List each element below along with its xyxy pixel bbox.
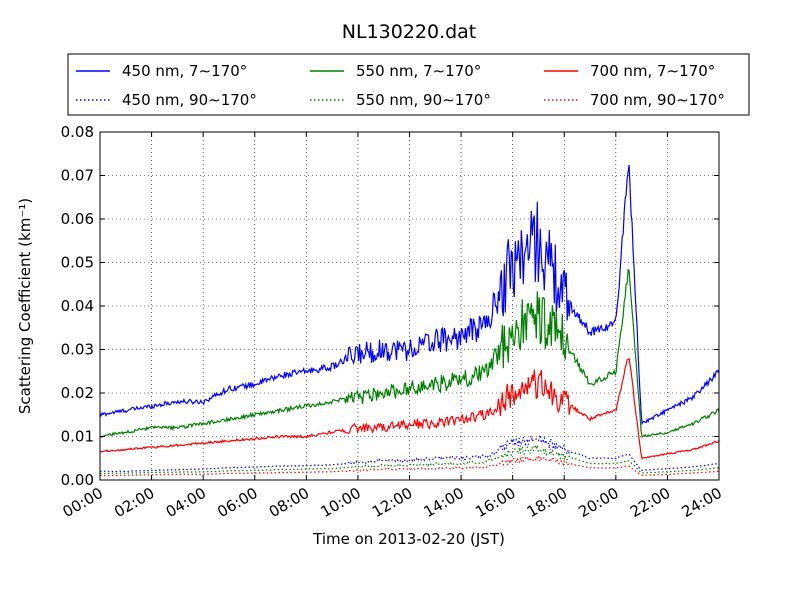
plot-area: 00:00 02:00 04:00 06:00 08:00 10:00 12:00 14:00… xyxy=(60,123,725,521)
legend-label: 450 nm, 90∼170° xyxy=(122,91,257,109)
x-tick-label: 06:00 xyxy=(214,484,260,521)
y-tick-label: 0.03 xyxy=(61,341,94,359)
x-tick-label: 02:00 xyxy=(111,484,157,521)
legend-label: 550 nm, 90∼170° xyxy=(356,91,491,109)
y-tick-label: 0.06 xyxy=(61,210,94,228)
y-tick-label: 0.00 xyxy=(61,471,94,489)
x-tick-label: 08:00 xyxy=(266,484,312,521)
x-axis-label: Time on 2013-02-20 (JST) xyxy=(312,530,505,548)
y-axis-label: Scattering Coefficient (km⁻¹) xyxy=(16,198,34,414)
y-tick-label: 0.05 xyxy=(61,254,94,272)
x-tick-label: 04:00 xyxy=(163,484,209,521)
y-tick-label: 0.07 xyxy=(61,167,94,185)
x-tick-label: 18:00 xyxy=(524,484,570,521)
series-line xyxy=(100,434,719,473)
y-tick-label: 0.04 xyxy=(61,297,94,315)
x-tick-label: 24:00 xyxy=(679,484,725,521)
x-tick-label: 10:00 xyxy=(317,484,363,521)
series-line xyxy=(100,164,719,426)
y-tick-label: 0.08 xyxy=(61,123,94,141)
legend-label: 550 nm, 7∼170° xyxy=(356,62,481,80)
x-tick-label: 16:00 xyxy=(472,484,518,521)
x-tick-label: 20:00 xyxy=(575,484,621,521)
series-line xyxy=(100,357,719,460)
legend-frame xyxy=(67,53,750,116)
legend-label: 450 nm, 7∼170° xyxy=(122,62,247,80)
series-line xyxy=(100,268,719,438)
legend-label: 700 nm, 90∼170° xyxy=(590,91,725,109)
x-tick-label: 12:00 xyxy=(369,484,415,521)
x-tick-label: 22:00 xyxy=(627,484,673,521)
y-tick-label: 0.02 xyxy=(61,384,94,402)
y-tick-label: 0.01 xyxy=(61,428,94,446)
chart-title: NL130220.dat xyxy=(342,21,477,43)
series-line xyxy=(100,443,719,475)
x-tick-label: 14:00 xyxy=(421,484,467,521)
x-tick-label: 00:00 xyxy=(60,484,106,521)
legend: 450 nm, 7∼170° 550 nm, 7∼170° 700 nm, 7∼17… xyxy=(67,53,750,116)
legend-label: 700 nm, 7∼170° xyxy=(590,62,715,80)
